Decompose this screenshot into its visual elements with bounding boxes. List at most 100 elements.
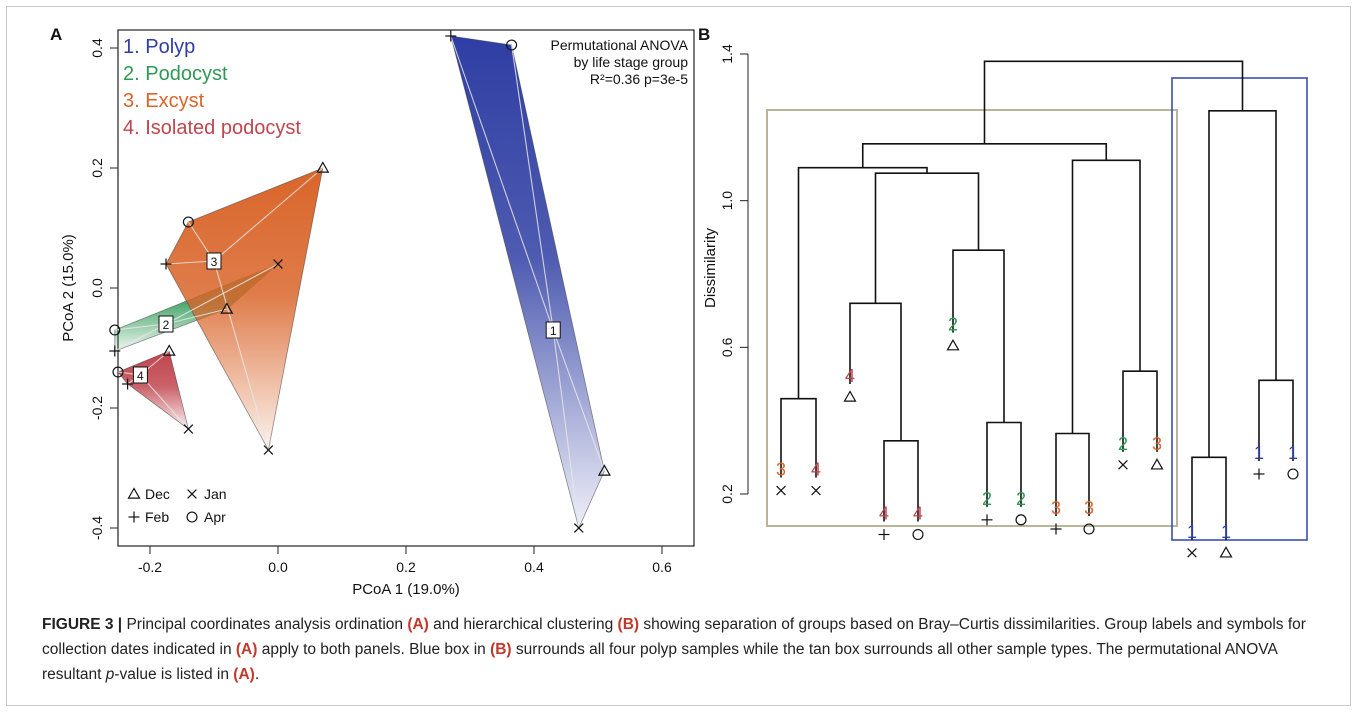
dendrogram-link xyxy=(797,166,928,399)
sample-point xyxy=(109,324,121,336)
dec-triangle-icon xyxy=(127,487,141,499)
cross-stroke xyxy=(1187,548,1197,558)
y-tick-label: 0.2 xyxy=(719,484,735,504)
leaf-label: 1 xyxy=(1288,443,1298,463)
triangle-shape xyxy=(1219,546,1233,558)
leaf-symbol xyxy=(776,485,786,496)
spoke-line xyxy=(511,44,554,331)
leaf-label: 2 xyxy=(1016,489,1026,509)
triangle-shape xyxy=(162,344,176,356)
x-tick-label: 0.0 xyxy=(268,559,288,575)
centroid-label-1: 1 xyxy=(550,324,557,338)
dendrogram-link xyxy=(849,302,902,441)
caption-ref-b: (B) xyxy=(490,641,512,658)
x-tick-label: -0.2 xyxy=(138,559,162,575)
centroid-label-3: 3 xyxy=(211,255,218,269)
circle-shape xyxy=(1287,468,1299,480)
triangle-shape xyxy=(946,338,960,351)
leaf-label: 3 xyxy=(1051,498,1061,518)
caption-ref-a: (A) xyxy=(235,641,258,658)
leaf-symbol xyxy=(1150,458,1164,470)
sample-point xyxy=(597,464,611,476)
sample-point xyxy=(220,302,234,314)
panel-a-points xyxy=(109,30,611,533)
leaf-symbol xyxy=(811,485,821,496)
circle-shape xyxy=(1083,523,1095,535)
cross-stroke xyxy=(183,424,194,434)
spoke-line xyxy=(139,374,189,430)
leaf-symbol xyxy=(1118,460,1128,470)
leaf-label: 1 xyxy=(1254,443,1264,463)
y-tick-label: 1.0 xyxy=(719,191,735,211)
legend-dec-label: Dec xyxy=(145,486,170,502)
triangle-shape xyxy=(316,161,330,173)
dendrogram-link xyxy=(952,249,1005,423)
sample-point xyxy=(273,259,283,269)
triangle-shape xyxy=(843,390,857,402)
y-tick-label: 1.4 xyxy=(719,44,735,64)
caption-p: p xyxy=(105,666,115,683)
cross-stroke xyxy=(811,485,821,496)
triangle-shape xyxy=(127,487,141,499)
caption-label: FIGURE 3 | xyxy=(42,616,123,633)
dendrogram-link xyxy=(861,143,1108,168)
figure-frame xyxy=(6,6,1351,706)
panel-a-spokes xyxy=(114,35,605,529)
leaf-label: 2 xyxy=(1118,434,1128,454)
blue-box xyxy=(1171,77,1308,541)
spoke-line xyxy=(450,35,554,331)
leaf-symbol xyxy=(1050,523,1062,535)
circle-shape xyxy=(186,511,198,523)
dendrogram-link xyxy=(1122,370,1158,452)
centroid-label-4: 4 xyxy=(137,369,144,383)
sample-point xyxy=(316,161,330,173)
figure-caption: FIGURE 3 | Principal coordinates analysi… xyxy=(42,612,1332,687)
leaf-label: 3 xyxy=(1152,434,1162,454)
caption-ref-b: (B) xyxy=(617,616,640,633)
leaf-label: 4 xyxy=(811,460,821,480)
dendrogram-link xyxy=(1071,159,1141,434)
leaf-label: 4 xyxy=(845,366,855,386)
legend-group-3: 3. Excyst xyxy=(123,90,205,112)
caption-text-5: surrounds all four polyp samples while t… xyxy=(42,641,1277,683)
legend-group-1: 1. Polyp xyxy=(123,36,195,58)
panel-a: A -0.2 0.0 0.2 0.4 0.6 -0.4 -0.2 0.0 0.2 0.4 1 2 3 4… xyxy=(50,25,695,598)
leaf-symbol xyxy=(1015,514,1027,526)
centroid-label-2: 2 xyxy=(163,318,170,332)
leaf-label: 2 xyxy=(982,489,992,509)
spoke-line xyxy=(165,260,215,265)
sample-point xyxy=(122,378,134,390)
leaf-symbol xyxy=(981,514,993,526)
centroid-box-4 xyxy=(132,366,148,384)
anova-line-1: Permutational ANOVA xyxy=(551,37,689,53)
sample-point xyxy=(183,424,194,434)
centroid-box-1 xyxy=(545,321,561,339)
hull-group-1 xyxy=(450,35,605,530)
circle-shape xyxy=(112,366,124,378)
caption-text-7: . xyxy=(254,666,260,683)
y-tick-label: 0.2 xyxy=(89,158,105,178)
leaf-symbol xyxy=(1219,546,1233,558)
sample-point xyxy=(182,216,194,228)
spoke-line xyxy=(552,329,605,472)
caption-text-6: -value is listed in xyxy=(114,666,234,683)
anova-line-2: by life stage group xyxy=(574,54,689,70)
dendrogram-link xyxy=(874,172,980,304)
spoke-line xyxy=(213,260,269,451)
leaf-symbol xyxy=(878,529,890,540)
spoke-line xyxy=(165,263,279,325)
dendrogram-link xyxy=(983,60,1244,144)
leaf-symbol xyxy=(843,390,857,402)
apr-circle-icon xyxy=(186,511,198,523)
cross-stroke xyxy=(776,485,786,496)
panel-b-ylabel: Dissimilarity xyxy=(702,228,719,308)
cross-stroke xyxy=(263,445,274,455)
leaf-label: 1 xyxy=(1187,522,1197,542)
feb-plus-icon xyxy=(128,511,140,523)
panel-a-centroids: 1 2 3 4 xyxy=(132,252,561,384)
sample-point xyxy=(445,30,457,42)
y-tick-label: 0.0 xyxy=(89,278,105,298)
sample-point xyxy=(109,345,121,357)
leaf-symbol xyxy=(1083,523,1095,535)
caption-text-2: and hierarchical clustering xyxy=(428,616,618,633)
